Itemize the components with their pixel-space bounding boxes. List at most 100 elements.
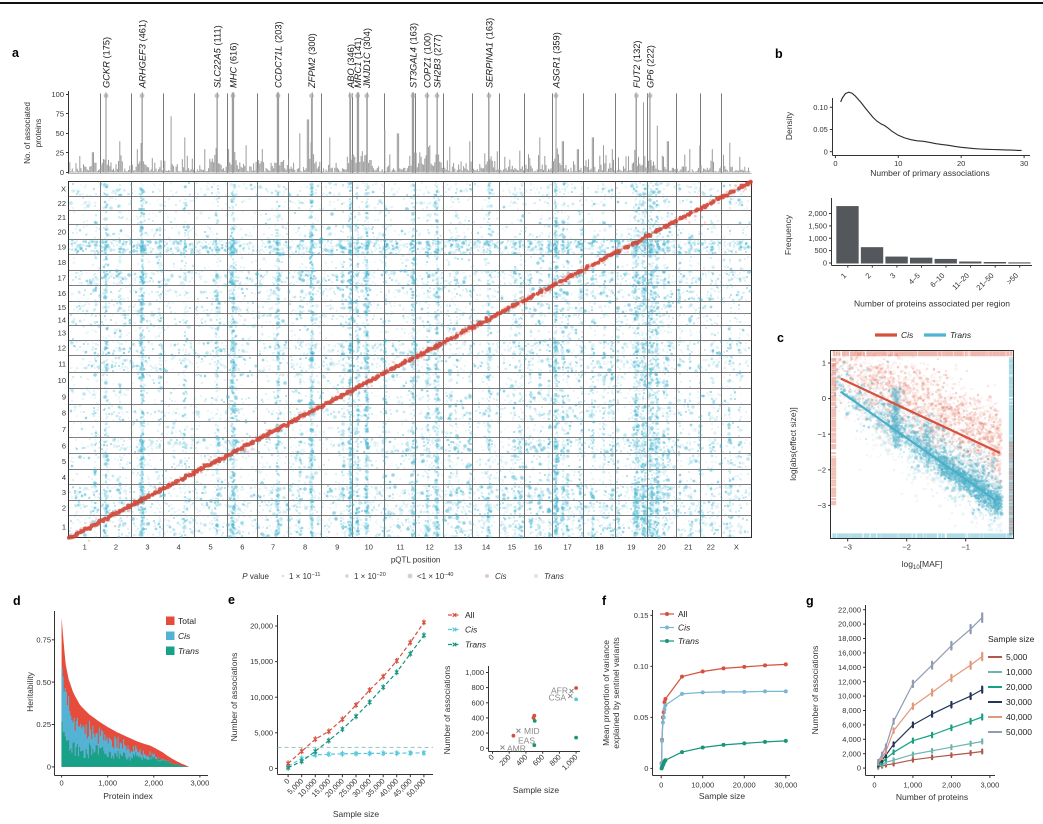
svg-text:10: 10 xyxy=(894,159,902,168)
svg-text:5: 5 xyxy=(62,457,66,466)
svg-text:Protein index: Protein index xyxy=(103,791,153,801)
svg-text:0: 0 xyxy=(822,394,826,403)
svg-text:Sample size: Sample size xyxy=(513,785,560,795)
svg-text:7: 7 xyxy=(271,543,275,552)
svg-text:a: a xyxy=(12,46,20,60)
svg-text:20,000: 20,000 xyxy=(838,620,861,629)
svg-text:Density: Density xyxy=(784,111,794,140)
svg-text:1 × 10−20: 1 × 10−20 xyxy=(354,572,386,581)
svg-text:5,000: 5,000 xyxy=(1006,652,1028,662)
svg-text:22,000: 22,000 xyxy=(838,605,861,614)
svg-text:Number of associations: Number of associations xyxy=(810,646,820,735)
svg-text:0: 0 xyxy=(857,764,861,773)
svg-text:10,000: 10,000 xyxy=(250,693,273,702)
svg-text:0.25: 0.25 xyxy=(36,720,51,729)
svg-text:Sample size: Sample size xyxy=(333,809,380,819)
svg-text:12,000: 12,000 xyxy=(838,677,861,686)
svg-text:log10[MAF]: log10[MAF] xyxy=(902,559,943,571)
svg-text:ARHGEF3 (461): ARHGEF3 (461) xyxy=(137,20,147,89)
svg-text:Trans: Trans xyxy=(178,646,200,656)
svg-text:14,000: 14,000 xyxy=(838,663,861,672)
svg-text:5: 5 xyxy=(209,543,213,552)
svg-text:1,000: 1,000 xyxy=(465,668,484,677)
svg-text:Number of primary associations: Number of primary associations xyxy=(870,168,990,178)
svg-text:10,000: 10,000 xyxy=(691,781,714,790)
svg-text:MID: MID xyxy=(524,726,540,736)
svg-text:50: 50 xyxy=(56,129,64,138)
svg-text:21: 21 xyxy=(58,213,66,222)
svg-text:FUT2 (132): FUT2 (132) xyxy=(632,40,642,88)
svg-text:11: 11 xyxy=(396,543,404,552)
svg-text:AFR: AFR xyxy=(551,686,568,696)
svg-text:MRC1 (141): MRC1 (141) xyxy=(353,37,363,88)
svg-text:X: X xyxy=(61,185,66,194)
svg-text:18: 18 xyxy=(58,258,66,267)
svg-text:Trans: Trans xyxy=(678,636,700,646)
svg-text:10: 10 xyxy=(58,376,66,385)
svg-text:g: g xyxy=(806,594,814,608)
svg-text:18,000: 18,000 xyxy=(838,634,861,643)
svg-text:f: f xyxy=(602,594,607,608)
svg-text:ABO (346): ABO (346) xyxy=(346,44,356,89)
svg-text:800: 800 xyxy=(471,683,484,692)
svg-text:pQTL position: pQTL position xyxy=(391,556,441,565)
svg-text:16: 16 xyxy=(58,289,66,298)
svg-text:0: 0 xyxy=(47,763,51,772)
svg-text:16: 16 xyxy=(534,543,542,552)
svg-text:0: 0 xyxy=(824,147,828,156)
svg-text:8: 8 xyxy=(303,543,307,552)
svg-text:1 × 10−11: 1 × 10−11 xyxy=(289,572,320,581)
svg-text:Number of associations: Number of associations xyxy=(442,666,452,755)
svg-text:0: 0 xyxy=(480,744,484,753)
svg-text:0: 0 xyxy=(282,777,291,786)
svg-text:2: 2 xyxy=(863,271,872,280)
svg-text:Total: Total xyxy=(178,616,196,626)
svg-text:0.05: 0.05 xyxy=(634,713,649,722)
svg-text:13: 13 xyxy=(58,329,66,338)
svg-text:2,000: 2,000 xyxy=(942,781,961,790)
svg-text:2: 2 xyxy=(114,543,118,552)
svg-text:SLC22A5 (111): SLC22A5 (111) xyxy=(212,25,222,88)
svg-text:4: 4 xyxy=(177,543,181,552)
svg-text:COPZ1 (100): COPZ1 (100) xyxy=(422,33,432,88)
svg-text:0: 0 xyxy=(659,781,663,790)
svg-text:15: 15 xyxy=(508,543,516,552)
svg-text:12: 12 xyxy=(426,543,434,552)
svg-text:<1 × 10−40: <1 × 10−40 xyxy=(417,572,453,581)
svg-text:30,000: 30,000 xyxy=(774,781,797,790)
svg-text:Trans: Trans xyxy=(950,330,972,340)
svg-text:22: 22 xyxy=(707,543,715,552)
svg-text:0: 0 xyxy=(269,764,273,773)
svg-text:GP6 (222): GP6 (222) xyxy=(645,45,655,88)
svg-text:6: 6 xyxy=(240,543,244,552)
svg-text:50,000: 50,000 xyxy=(1006,727,1032,737)
svg-text:4: 4 xyxy=(62,473,66,482)
svg-text:Frequency: Frequency xyxy=(783,214,793,255)
svg-text:20,000: 20,000 xyxy=(733,781,756,790)
svg-text:b: b xyxy=(775,47,783,61)
svg-text:3: 3 xyxy=(888,271,897,280)
svg-text:6: 6 xyxy=(62,441,66,450)
svg-text:−1: −1 xyxy=(818,430,827,439)
svg-text:explained by sentinel variants: explained by sentinel variants xyxy=(611,637,621,749)
svg-text:0: 0 xyxy=(833,159,837,168)
svg-text:0.15: 0.15 xyxy=(634,611,649,620)
svg-text:0.10: 0.10 xyxy=(813,103,828,112)
svg-text:3: 3 xyxy=(145,543,149,552)
svg-text:Cis: Cis xyxy=(178,631,191,641)
svg-text:Cis: Cis xyxy=(465,625,478,635)
svg-text:0.10: 0.10 xyxy=(634,662,649,671)
svg-text:100: 100 xyxy=(51,90,64,99)
svg-text:10: 10 xyxy=(365,543,373,552)
svg-text:75: 75 xyxy=(56,110,64,119)
svg-text:16,000: 16,000 xyxy=(838,649,861,658)
svg-text:600: 600 xyxy=(471,698,484,707)
svg-text:CSA: CSA xyxy=(549,693,567,703)
svg-text:1: 1 xyxy=(822,359,826,368)
svg-text:3: 3 xyxy=(62,488,66,497)
svg-text:19: 19 xyxy=(58,242,66,251)
svg-text:4,000: 4,000 xyxy=(842,735,861,744)
svg-text:Heritability: Heritability xyxy=(25,671,35,711)
svg-text:Number of proteins associated: Number of proteins associated per region xyxy=(854,299,1010,309)
svg-text:11: 11 xyxy=(58,360,66,369)
